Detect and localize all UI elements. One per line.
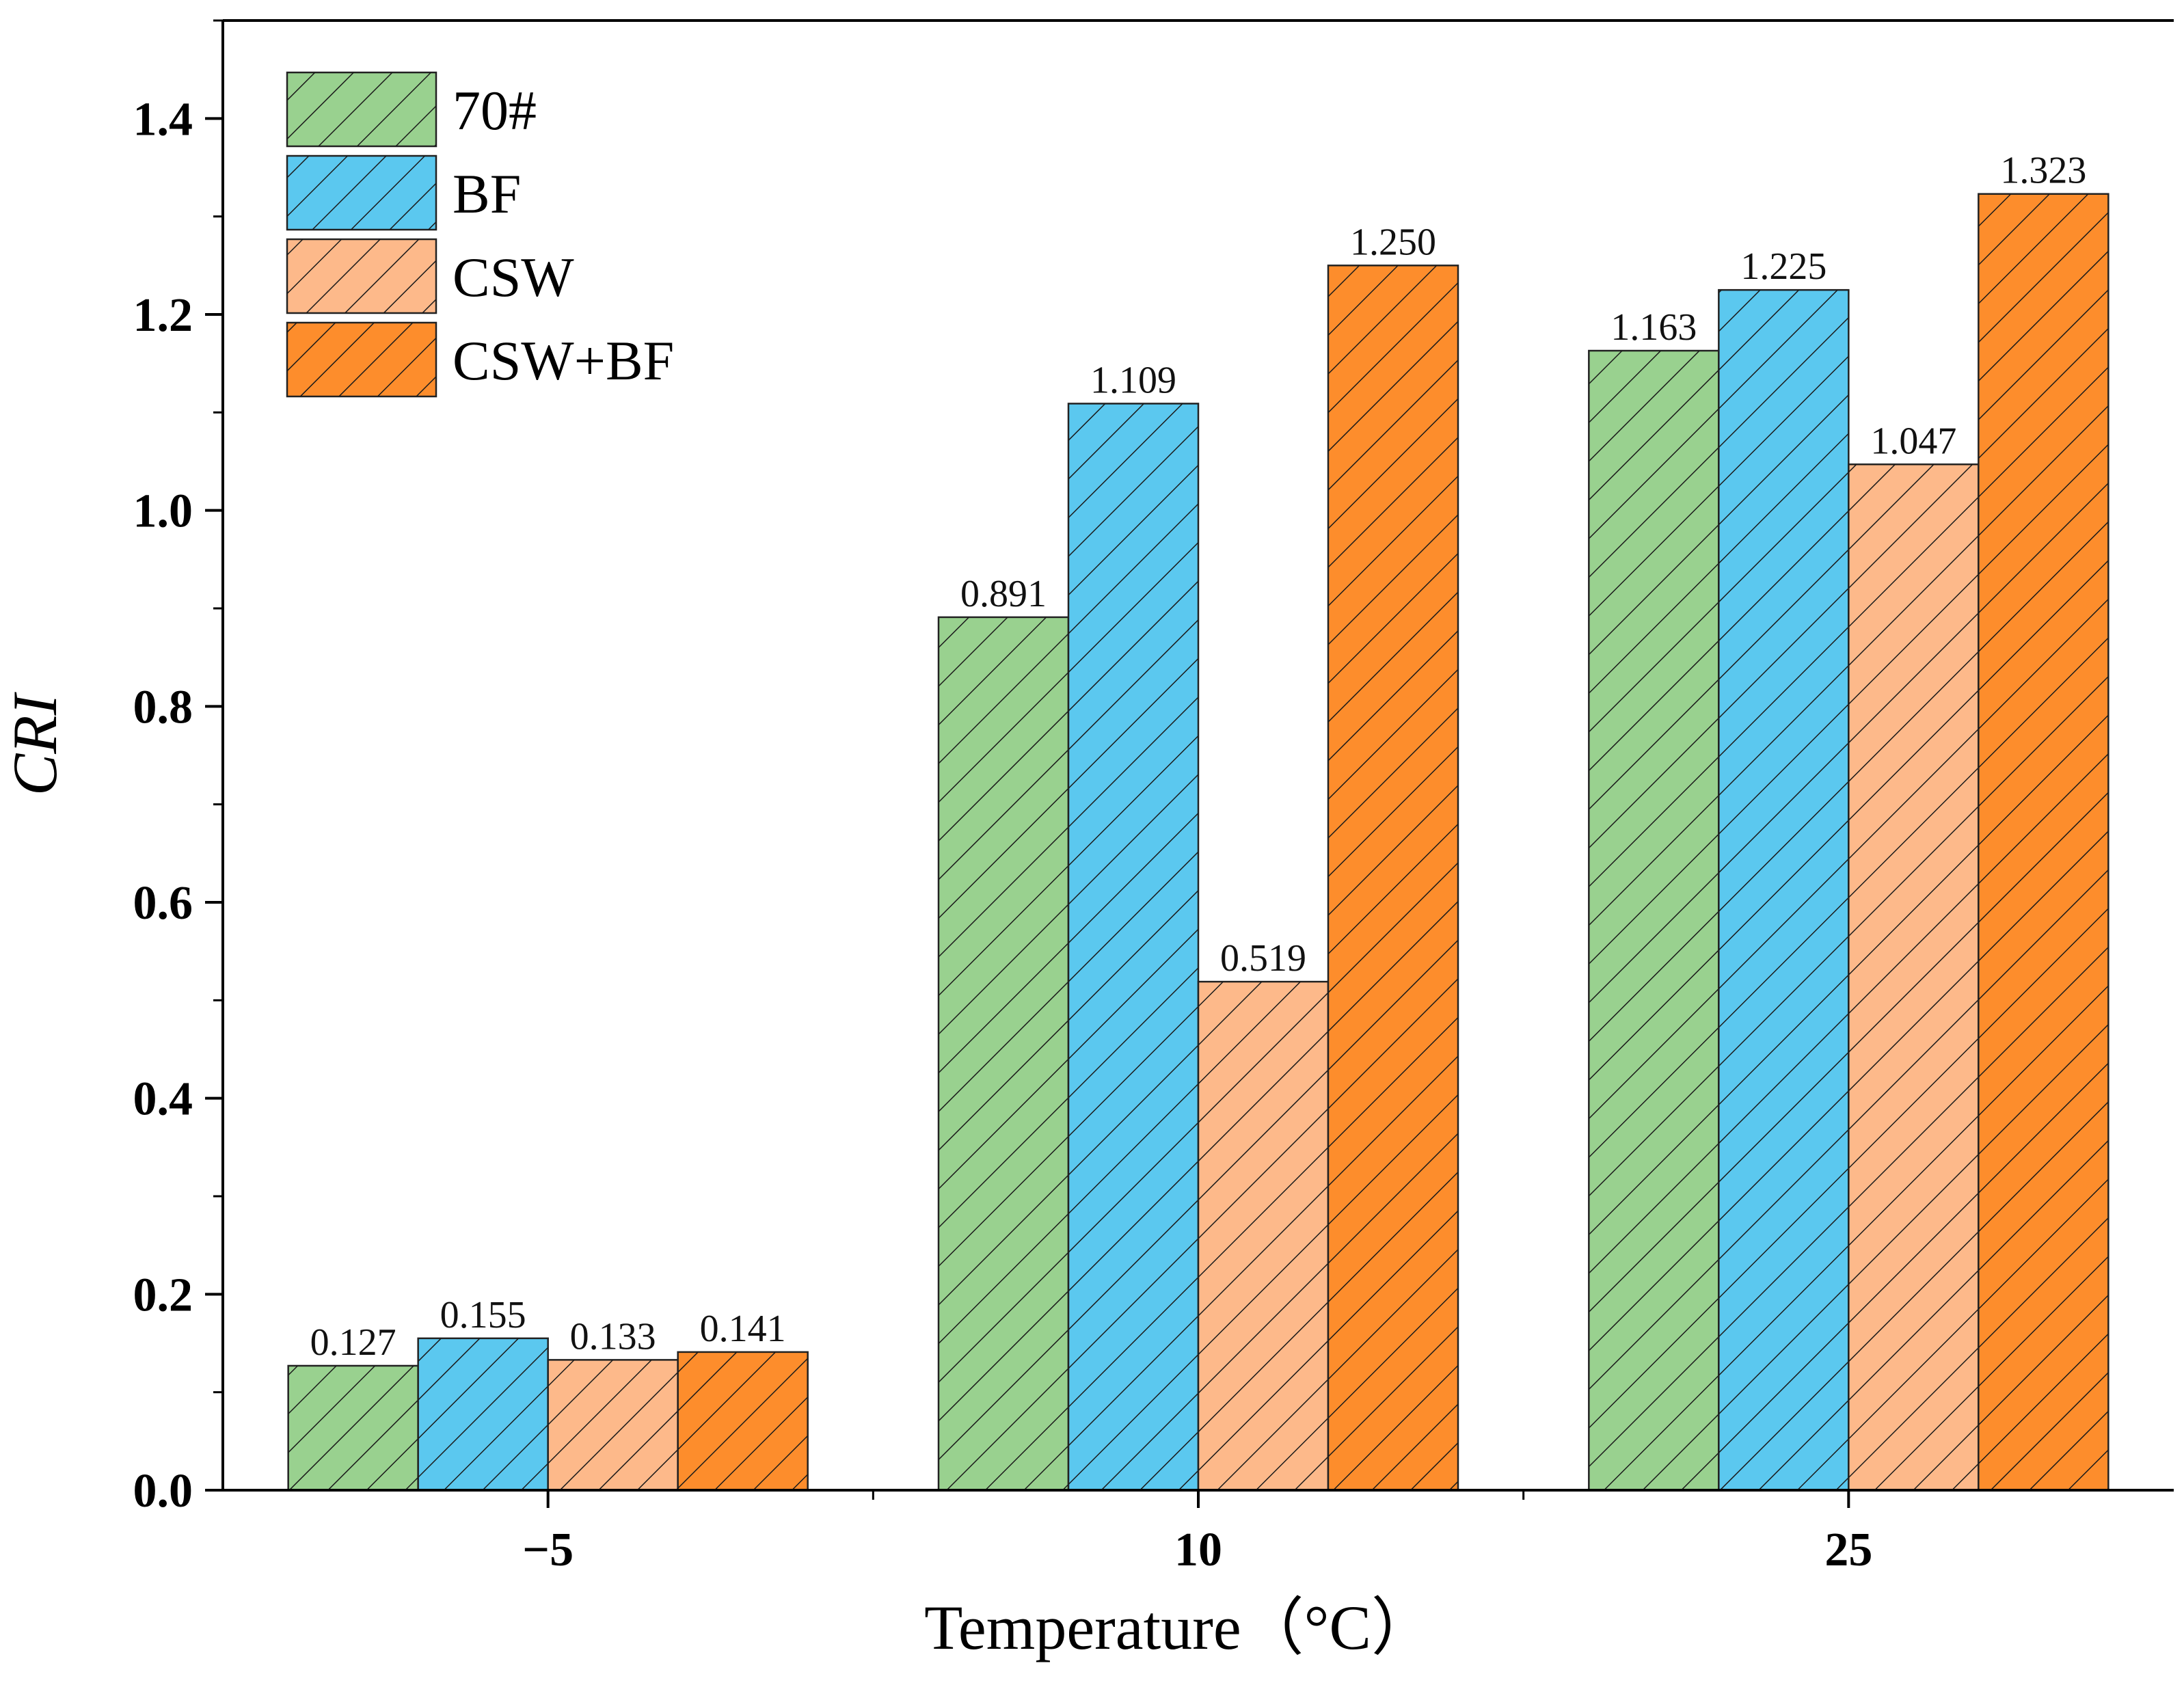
y-axis-title: CRI [0, 692, 70, 796]
data-label: 1.047 [1870, 420, 1956, 462]
legend: 70# BF CSW CSW+BF [286, 71, 674, 398]
y-tick-label: 0.8 [133, 681, 193, 733]
data-label: 1.163 [1610, 306, 1697, 349]
y-tick-label: 0.6 [133, 877, 193, 930]
bar-hatch [677, 1351, 808, 1490]
y-tick-label: 0.4 [133, 1073, 193, 1126]
bar-hatch [418, 1338, 548, 1490]
bar-hatch [548, 1360, 678, 1490]
x-axis-title: Temperature（°C） [924, 1593, 1434, 1662]
data-label: 0.127 [310, 1321, 396, 1364]
bar-hatch [1848, 464, 1979, 1490]
data-label: 1.109 [1090, 359, 1176, 401]
bar-hatch [1328, 265, 1458, 1490]
plot-area: 0.127 0.155 0.133 0.141 0.891 1.109 0.519 1.250… [287, 150, 2109, 1492]
legend-swatch-hatch [287, 239, 436, 313]
legend-label: CSW+BF [453, 329, 674, 392]
data-label: 0.155 [440, 1294, 526, 1336]
data-label: 1.323 [2000, 150, 2086, 192]
x-tick-label: 25 [1824, 1524, 1872, 1576]
data-label: 1.250 [1350, 221, 1436, 263]
bar-hatch [1718, 290, 1849, 1491]
bar-hatch [1589, 351, 1719, 1490]
legend-label: CSW [453, 246, 574, 308]
y-tick-label: 0.0 [133, 1465, 193, 1518]
bar-hatch [1068, 403, 1198, 1490]
legend-swatch-hatch [287, 72, 436, 146]
data-label: 0.133 [570, 1315, 656, 1358]
data-label: 0.141 [700, 1308, 786, 1350]
legend-label: BF [453, 163, 521, 225]
data-label: 0.891 [960, 573, 1047, 615]
legend-label: 70# [453, 79, 537, 141]
bar-hatch [288, 1365, 418, 1490]
y-tick-label: 0.2 [133, 1269, 193, 1321]
y-tick-label: 1.0 [133, 485, 193, 538]
x-tick-label: 10 [1174, 1524, 1222, 1576]
bar-hatch [1978, 193, 2109, 1491]
y-tick-label: 1.4 [133, 93, 193, 146]
axes: 0.0 0.2 0.4 0.6 0.8 1.0 1.2 1.4 −5 10 25 [133, 19, 2174, 1576]
bar-hatch [939, 617, 1068, 1490]
y-tick-label: 1.2 [133, 289, 193, 342]
x-tick-label: −5 [522, 1524, 574, 1576]
data-label: 1.225 [1740, 245, 1826, 288]
legend-swatch-hatch [287, 156, 436, 230]
legend-swatch-hatch [287, 323, 436, 396]
bar-hatch [1198, 982, 1328, 1490]
data-label: 0.519 [1220, 937, 1306, 980]
